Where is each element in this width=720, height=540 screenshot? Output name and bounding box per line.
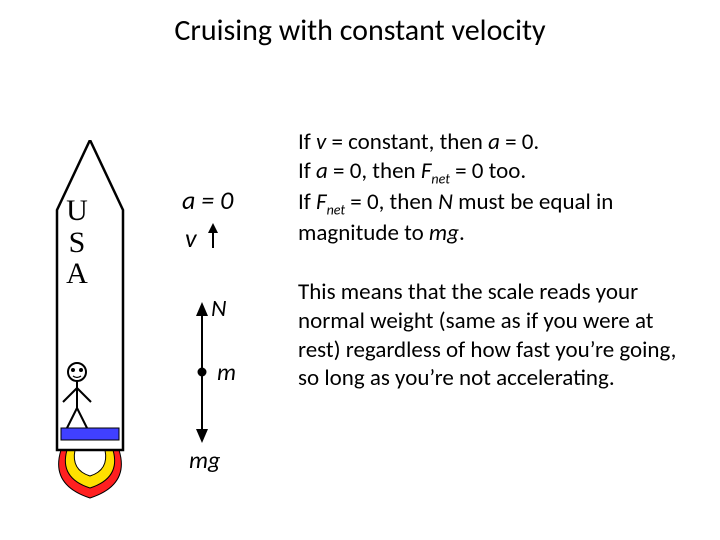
up-arrow-icon (202, 223, 224, 251)
mass-label: m (217, 358, 236, 387)
physics-explanation-1: If v = constant, then a = 0.If a = 0, th… (298, 128, 698, 248)
rocket-label: U S A (62, 195, 92, 290)
rocket-diagram (35, 140, 145, 500)
rocket-body (57, 140, 123, 450)
physics-explanation-2: This means that the scale reads your nor… (298, 278, 698, 393)
normal-force-label: N (211, 294, 226, 323)
rocket-label-a: A (62, 258, 92, 290)
rocket-label-s: S (62, 227, 92, 259)
force-vectors: N m mg (177, 280, 257, 460)
rocket-label-u: U (62, 195, 92, 227)
page-title: Cruising with constant velocity (0, 12, 720, 49)
scale-platform (61, 428, 119, 440)
weight-label: mg (189, 446, 220, 475)
velocity-annotation: v (185, 222, 224, 254)
flame-icon (59, 450, 122, 498)
acceleration-annotation: a = 0 (182, 184, 233, 216)
